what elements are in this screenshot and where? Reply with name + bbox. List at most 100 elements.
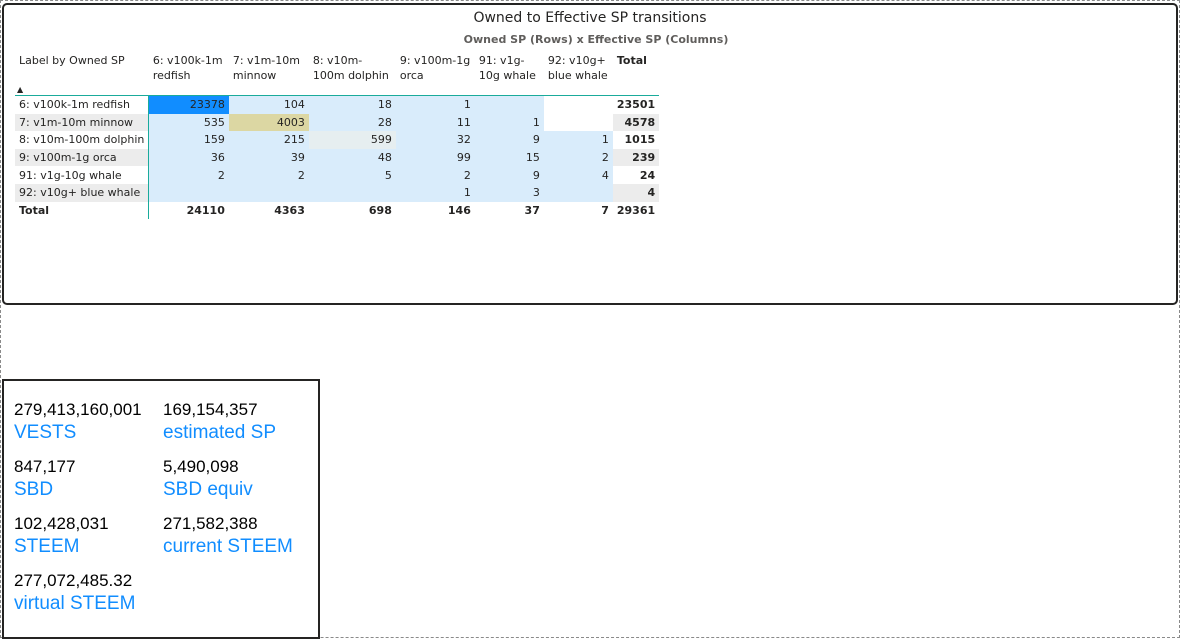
row-total-cell[interactable]: 4 <box>612 183 660 202</box>
column-total-cell[interactable]: 24110 <box>186 203 225 217</box>
matrix-subtitle: Owned SP (Rows) x Effective SP (Columns) <box>463 33 729 46</box>
matrix-row: 91: v1g-10g whale 2 2 5 2 9 4 24 <box>15 166 659 184</box>
card-value: 271,582,388 <box>163 514 258 533</box>
card-label: virtual STEEM <box>14 593 136 614</box>
current-steem-card[interactable]: 271,582,388 current STEEM <box>163 513 313 559</box>
matrix-row: 7: v1m-10m minnow 535 4003 28 11 1 4578 <box>15 113 660 132</box>
matrix-cell[interactable]: 18 <box>308 95 396 114</box>
column-total-cell[interactable]: 4363 <box>274 203 305 217</box>
matrix-cell[interactable]: 3 <box>474 183 544 202</box>
grand-total-cell[interactable]: 29361 <box>616 203 656 217</box>
sbd-equiv-card[interactable]: 5,490,098 SBD equiv <box>163 456 313 502</box>
column-total-cell[interactable]: 146 <box>447 203 471 217</box>
matrix-cell[interactable]: 4003 <box>228 113 309 132</box>
vests-card[interactable]: 279,413,160,001 VESTS <box>14 399 164 445</box>
row-label[interactable]: 6: v100k-1m redfish <box>15 95 150 114</box>
matrix-cell[interactable]: 32 <box>395 131 475 149</box>
matrix-cell[interactable]: 4 <box>543 166 613 184</box>
column-header-total[interactable]: Total <box>616 54 647 67</box>
row-label[interactable]: 91: v1g-10g whale <box>15 166 150 184</box>
row-label[interactable]: 8: v10m-100m dolphin <box>15 131 150 149</box>
sort-ascending-icon[interactable]: ▲ <box>17 85 24 94</box>
card-label: VESTS <box>14 422 77 443</box>
card-label: current STEEM <box>163 536 293 557</box>
column-total-cell[interactable]: 37 <box>524 203 540 217</box>
row-header[interactable]: Label by Owned SP ▲ <box>15 49 149 96</box>
estimated-sp-card[interactable]: 169,154,357 estimated SP <box>163 399 313 445</box>
row-total-cell[interactable]: 4578 <box>612 113 660 132</box>
virtual-steem-card[interactable]: 277,072,485.32 virtual STEEM <box>14 570 164 616</box>
matrix-cell[interactable]: 599 <box>308 131 396 149</box>
matrix-cell[interactable]: 159 <box>148 131 229 149</box>
row-total-cell[interactable]: 1015 <box>624 133 656 147</box>
column-header[interactable]: 7: v1m-10m minnow <box>232 54 300 82</box>
matrix-cell[interactable]: 1 <box>395 95 475 114</box>
matrix-cell[interactable] <box>543 183 613 202</box>
column-header[interactable]: 6: v100k-1m redfish <box>152 54 223 82</box>
matrix-cell[interactable]: 104 <box>228 95 309 114</box>
matrix-cell[interactable]: 2 <box>228 166 309 184</box>
column-total-cell[interactable]: 698 <box>368 203 392 217</box>
row-total-cell[interactable]: 24 <box>639 168 656 182</box>
matrix-body: 6: v100k-1m redfish 23378 104 18 1 23501… <box>15 95 660 220</box>
matrix-cell[interactable] <box>228 183 309 202</box>
matrix-row: 92: v10g+ blue whale 1 3 4 <box>15 183 660 202</box>
matrix-cell[interactable]: 535 <box>148 113 229 132</box>
card-value: 279,413,160,001 <box>14 400 142 419</box>
column-header[interactable]: 8: v10m-100m dolphin <box>312 54 389 82</box>
matrix-cell[interactable] <box>308 183 396 202</box>
row-label[interactable]: 7: v1m-10m minnow <box>15 113 150 132</box>
summary-cards[interactable]: 279,413,160,001 VESTS 169,154,357 estima… <box>2 379 320 639</box>
card-label: SBD <box>14 479 54 500</box>
matrix-cell[interactable]: 28 <box>308 113 396 132</box>
steem-card[interactable]: 102,428,031 STEEM <box>14 513 164 559</box>
matrix-cell[interactable]: 23378 <box>148 95 229 114</box>
card-value: 847,177 <box>14 457 76 476</box>
matrix-cell[interactable]: 36 <box>148 148 229 167</box>
matrix-cell[interactable]: 9 <box>474 131 544 149</box>
matrix-cell[interactable] <box>148 183 229 202</box>
column-header[interactable]: 9: v100m-1g orca <box>399 54 471 82</box>
column-header[interactable]: 92: v10g+ blue whale <box>547 54 608 82</box>
total-row-label[interactable]: Total <box>15 201 150 220</box>
card-label: STEEM <box>14 536 80 557</box>
matrix-cell[interactable] <box>474 95 544 114</box>
matrix-visual[interactable]: Owned to Effective SP transitions Owned … <box>2 3 1178 305</box>
card-value: 169,154,357 <box>163 400 258 419</box>
row-total-cell[interactable]: 239 <box>612 148 660 167</box>
matrix-row: 9: v100m-1g orca 36 39 48 99 15 2 239 <box>15 148 660 167</box>
matrix-row: 6: v100k-1m redfish 23378 104 18 1 23501 <box>15 95 659 114</box>
matrix-cell[interactable]: 1 <box>395 183 475 202</box>
matrix-header-row: Label by Owned SP ▲ 6: v100k-1m redfish … <box>15 49 660 96</box>
card-label: SBD equiv <box>163 479 253 500</box>
matrix-table: Label by Owned SP ▲ 6: v100k-1m redfish … <box>15 49 660 220</box>
card-value: 5,490,098 <box>163 457 239 476</box>
row-label[interactable]: 92: v10g+ blue whale <box>15 183 150 202</box>
card-value: 102,428,031 <box>14 514 109 533</box>
matrix-cell[interactable] <box>543 95 613 114</box>
row-label[interactable]: 9: v100m-1g orca <box>15 148 150 167</box>
column-total-cell[interactable]: 7 <box>601 203 609 217</box>
matrix-cell[interactable]: 1 <box>543 131 613 149</box>
card-label: estimated SP <box>163 422 276 443</box>
matrix-cell[interactable]: 99 <box>395 148 475 167</box>
matrix-row: 8: v10m-100m dolphin 159 215 599 32 9 1 … <box>15 131 659 149</box>
matrix-cell[interactable]: 9 <box>474 166 544 184</box>
matrix-cell[interactable]: 15 <box>474 148 544 167</box>
grand-total-row: Total 24110 4363 698 146 37 7 29361 <box>15 201 659 220</box>
matrix-cell[interactable]: 48 <box>308 148 396 167</box>
sbd-card[interactable]: 847,177 SBD <box>14 456 164 502</box>
matrix-cell[interactable]: 2 <box>148 166 229 184</box>
row-header-label: Label by Owned SP <box>19 54 125 67</box>
row-total-cell[interactable]: 23501 <box>616 98 656 112</box>
matrix-cell[interactable]: 39 <box>228 148 309 167</box>
matrix-cell[interactable]: 2 <box>543 148 613 167</box>
matrix-cell[interactable]: 11 <box>395 113 475 132</box>
column-header[interactable]: 91: v1g-10g whale <box>478 54 536 82</box>
matrix-cell[interactable]: 1 <box>474 113 544 132</box>
matrix-cell[interactable] <box>543 113 613 132</box>
matrix-cell[interactable]: 215 <box>228 131 309 149</box>
matrix-cell[interactable]: 5 <box>308 166 396 184</box>
matrix-cell[interactable]: 2 <box>395 166 475 184</box>
card-value: 277,072,485.32 <box>14 571 133 590</box>
